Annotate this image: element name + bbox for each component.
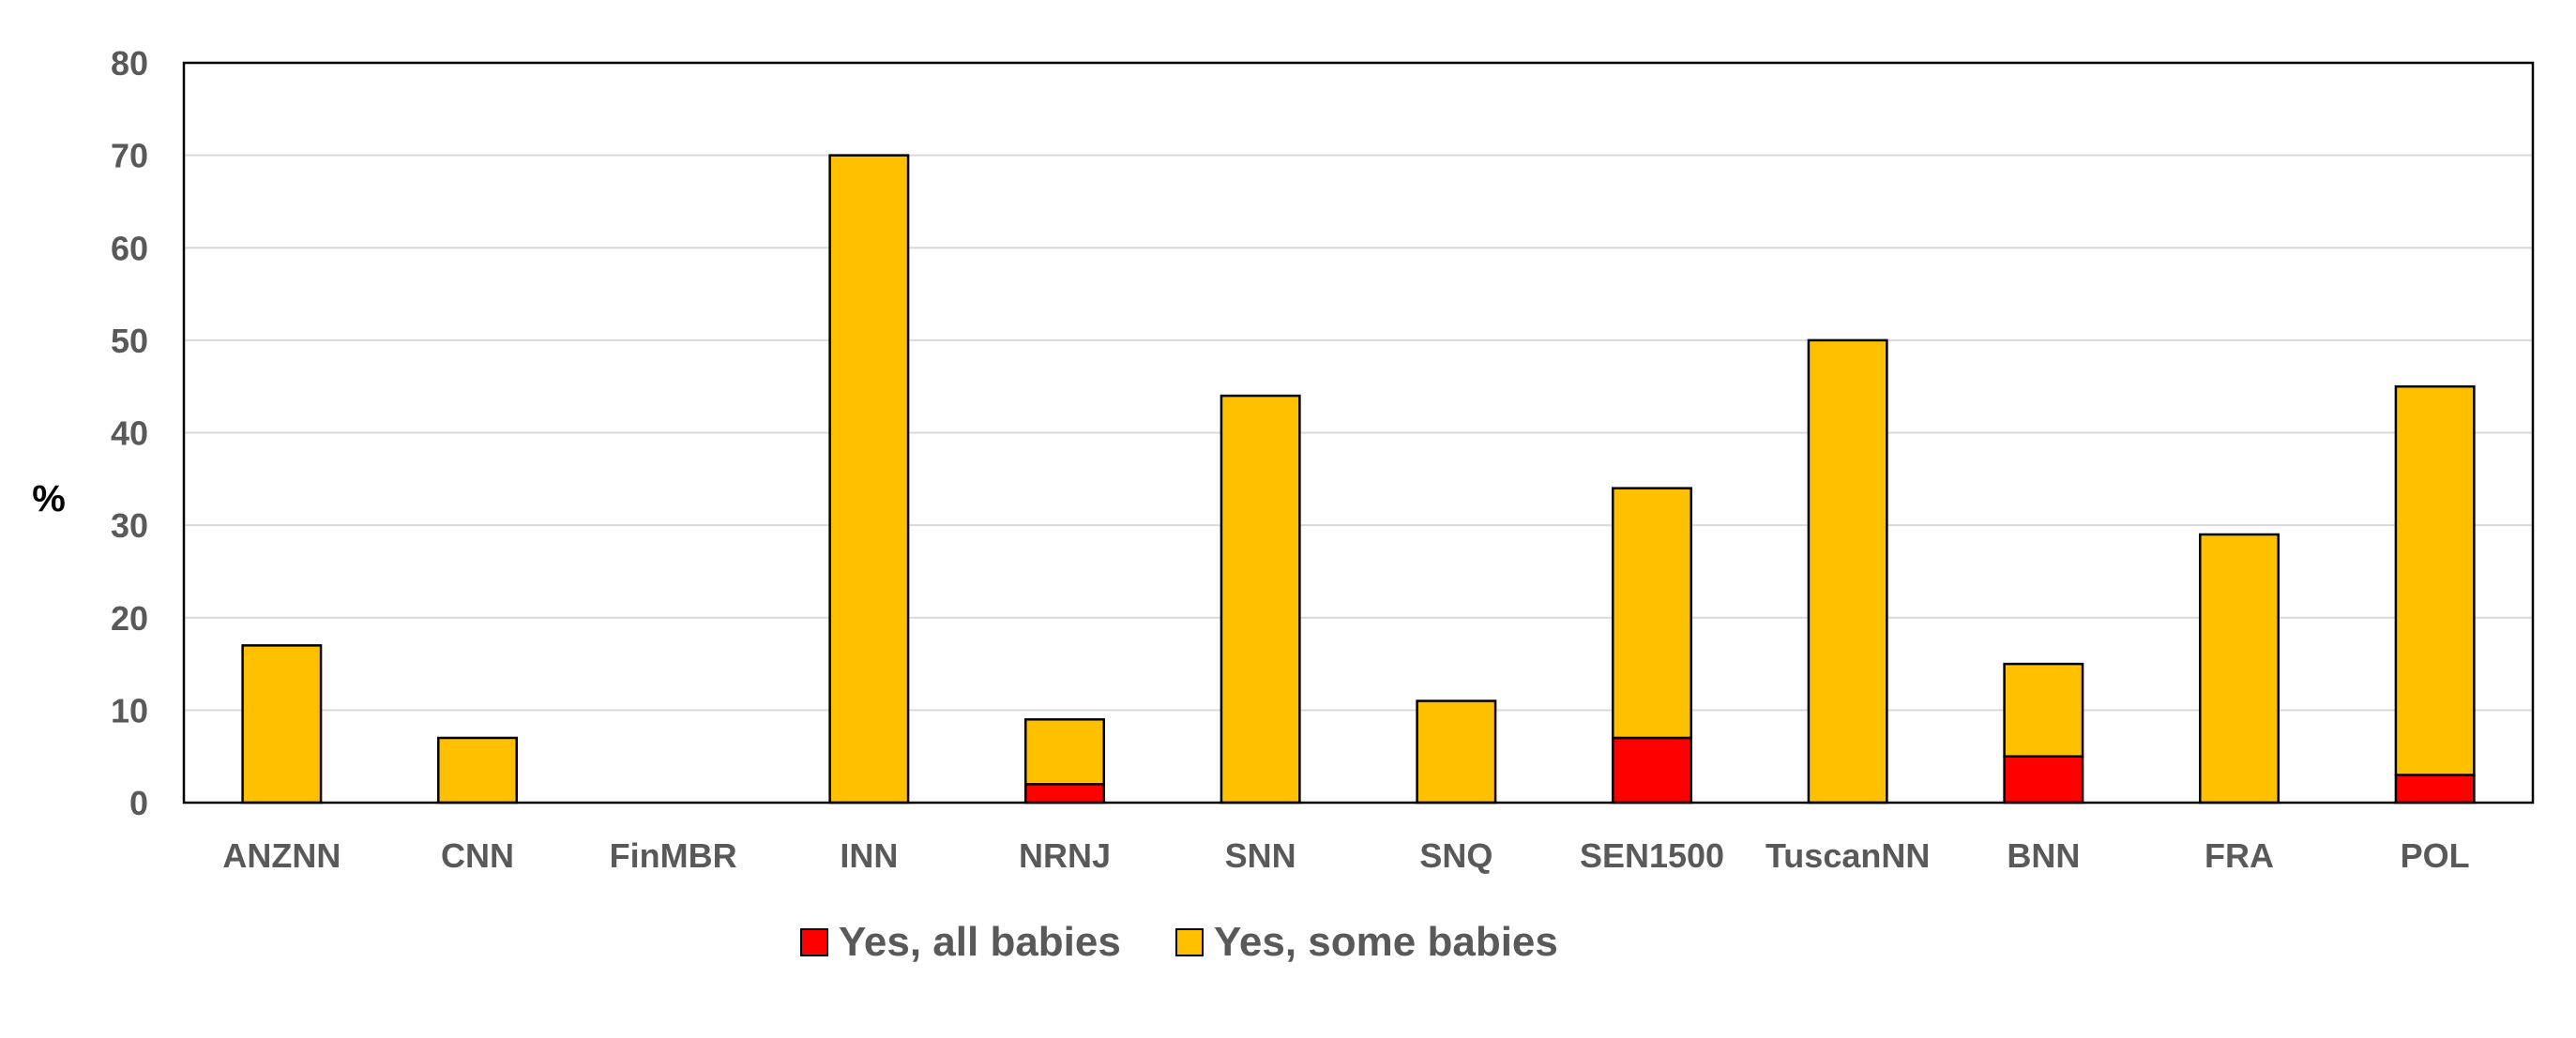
x-tick-label-SEN1500: SEN1500	[1580, 836, 1724, 875]
y-axis-tick-labels: 0 10 20 30 40 50 60 70 80	[111, 44, 148, 822]
y-tick-label-50: 50	[111, 322, 148, 360]
legend-swatch-some-babies	[1175, 928, 1204, 956]
x-tick-label-TuscanNN: TuscanNN	[1765, 836, 1930, 875]
y-tick-label-70: 70	[111, 137, 148, 175]
legend: Yes, all babies Yes, some babies	[800, 919, 1558, 965]
x-tick-label-NRNJ: NRNJ	[1019, 836, 1111, 875]
y-tick-label-80: 80	[111, 44, 148, 83]
x-tick-label-FRA: FRA	[2205, 836, 2274, 875]
bar-BNN-some-babies	[2003, 662, 2084, 758]
bar-INN-some-babies	[828, 154, 910, 805]
x-axis-tick-labels: ANZNN CNN FinMBR INN NRNJ SNN SNQ SEN1500 Tuscan…	[222, 836, 2469, 875]
legend-label-some-babies: Yes, some babies	[1214, 919, 1558, 965]
bar-BNN-all-babies	[2003, 755, 2084, 805]
bar-TuscanNN-some-babies	[1807, 338, 1888, 805]
y-tick-label-20: 20	[111, 599, 148, 638]
plot-area-border	[182, 61, 2535, 805]
bar-NRNJ-all-babies	[1024, 783, 1105, 805]
x-tick-label-POL: POL	[2401, 836, 2470, 875]
bar-ANZNN-some-babies	[241, 644, 323, 805]
y-axis-title: %	[32, 478, 66, 519]
bar-FRA-some-babies	[2199, 533, 2280, 805]
legend-swatch-all-babies	[800, 928, 828, 956]
y-tick-label-10: 10	[111, 691, 148, 730]
x-tick-label-BNN: BNN	[2007, 836, 2080, 875]
bar-SNQ-some-babies	[1416, 700, 1497, 805]
x-tick-label-INN: INN	[840, 836, 898, 875]
bar-NRNJ-some-babies	[1024, 717, 1105, 786]
bar-SEN1500-some-babies	[1612, 487, 1692, 740]
x-tick-label-CNN: CNN	[441, 836, 514, 875]
bar-POL-some-babies	[2394, 384, 2476, 776]
x-tick-label-FinMBR: FinMBR	[610, 836, 737, 875]
y-tick-label-60: 60	[111, 229, 148, 267]
bar-CNN-some-babies	[437, 736, 518, 805]
x-tick-label-ANZNN: ANZNN	[222, 836, 341, 875]
legend-item-some-babies: Yes, some babies	[1175, 919, 1558, 965]
y-tick-label-0: 0	[129, 784, 148, 822]
bar-SNN-some-babies	[1220, 394, 1301, 805]
x-tick-label-SNN: SNN	[1225, 836, 1296, 875]
bars	[241, 154, 2476, 805]
legend-label-all-babies: Yes, all babies	[839, 919, 1121, 965]
bar-POL-all-babies	[2394, 774, 2476, 805]
y-tick-label-30: 30	[111, 506, 148, 545]
bar-SEN1500-all-babies	[1612, 736, 1692, 805]
x-tick-label-SNQ: SNQ	[1419, 836, 1493, 875]
legend-item-all-babies: Yes, all babies	[800, 919, 1121, 965]
y-tick-label-40: 40	[111, 414, 148, 453]
gridlines	[184, 154, 2533, 712]
